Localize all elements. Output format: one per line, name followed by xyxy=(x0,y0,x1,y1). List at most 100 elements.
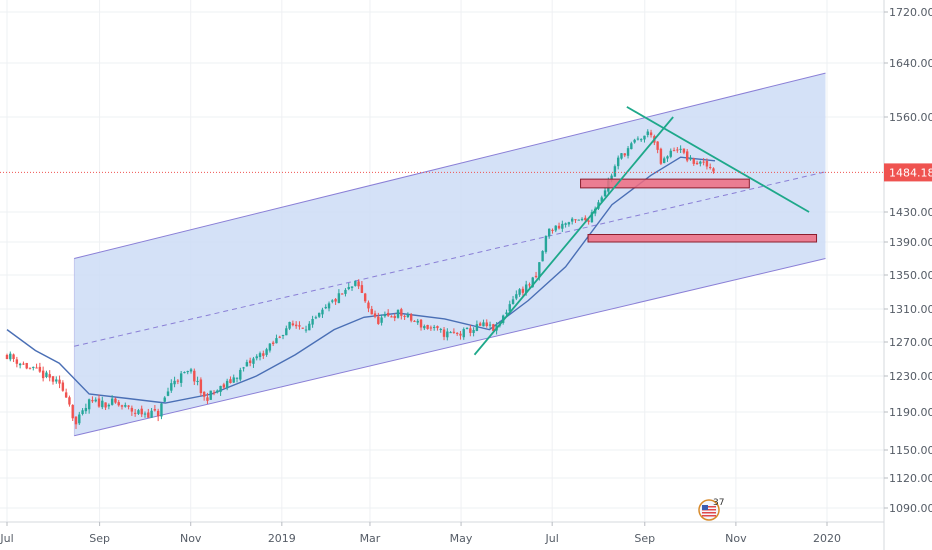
x-tick-label: Sep xyxy=(89,532,110,545)
candle-body xyxy=(469,328,472,333)
candle-body xyxy=(350,286,354,288)
candle-body xyxy=(153,409,157,411)
candle-body xyxy=(511,299,515,304)
candle-body xyxy=(452,331,456,333)
baseline-line xyxy=(6,156,716,404)
candle-body xyxy=(285,328,288,336)
candle-body xyxy=(567,222,571,225)
candle-body xyxy=(676,149,679,151)
candle-body xyxy=(584,217,587,221)
drawings[interactable] xyxy=(0,106,884,356)
candle-body xyxy=(406,314,410,318)
candle-body xyxy=(91,400,94,402)
candle-body xyxy=(587,220,590,222)
candle-body xyxy=(45,372,48,378)
trend-line-resistance[interactable] xyxy=(626,106,810,213)
candle-body xyxy=(163,397,166,402)
candle-body xyxy=(74,416,78,425)
candle-body xyxy=(705,161,709,167)
trend-line-support[interactable] xyxy=(473,116,674,356)
candle-body xyxy=(508,304,511,312)
candle-body xyxy=(528,284,531,286)
candle-body xyxy=(400,309,403,316)
candle-body xyxy=(436,326,439,329)
candle-body xyxy=(216,390,219,393)
candle-body xyxy=(133,412,137,414)
candle-body xyxy=(633,139,636,143)
flag-stripe xyxy=(702,515,716,517)
candle-body xyxy=(301,327,304,329)
candle-body xyxy=(482,322,485,327)
candle-body xyxy=(557,225,561,229)
candle-body xyxy=(639,139,643,141)
channel-upper-line[interactable] xyxy=(74,72,826,259)
candle-body xyxy=(176,380,180,382)
candle-body xyxy=(403,315,406,317)
candle-body xyxy=(25,362,28,369)
candle-body xyxy=(193,370,196,382)
candle-body xyxy=(64,392,68,398)
flag-stripe xyxy=(702,506,716,508)
candle-body xyxy=(419,319,423,328)
candle-body xyxy=(669,150,672,157)
candle-body xyxy=(646,131,649,135)
candle-body xyxy=(229,379,232,384)
channel-mid-line[interactable] xyxy=(74,171,826,347)
candle-body xyxy=(117,402,120,406)
candle-body xyxy=(439,328,442,330)
candle-body xyxy=(472,329,475,333)
candle-body xyxy=(600,197,603,202)
candle-body xyxy=(357,281,360,287)
candle-body xyxy=(219,385,222,392)
candle-body xyxy=(104,402,107,408)
candle-body xyxy=(656,141,659,150)
candle-body xyxy=(71,404,74,419)
candle-body xyxy=(531,277,534,287)
candle-body xyxy=(84,407,88,412)
candle-body xyxy=(386,312,390,316)
flag-stripe xyxy=(702,509,716,511)
candle-body xyxy=(465,327,469,329)
candle-body xyxy=(340,293,344,295)
candle-body xyxy=(685,151,689,161)
y-tick-label: 1090.00 xyxy=(889,502,932,515)
candle-body xyxy=(570,218,574,222)
candle-body xyxy=(672,150,676,152)
channel-lower-line[interactable] xyxy=(74,258,826,437)
candle-body xyxy=(55,379,58,382)
candle-body xyxy=(252,358,255,364)
candle-body xyxy=(317,312,321,317)
candle-body xyxy=(344,289,347,294)
candle-body xyxy=(360,285,364,293)
candle-body xyxy=(150,410,153,418)
candle-body xyxy=(22,363,25,365)
lower-zone[interactable] xyxy=(587,234,818,243)
events-badge[interactable]: 37 xyxy=(698,498,724,521)
candle-body xyxy=(380,317,383,323)
candle-body xyxy=(429,327,433,329)
candle-body xyxy=(620,153,623,159)
candle-body xyxy=(383,314,387,317)
candle-body xyxy=(455,332,459,334)
flag-canton xyxy=(702,505,708,510)
candle-body xyxy=(308,323,311,331)
candle-body xyxy=(538,262,541,278)
candle-body xyxy=(413,320,416,322)
candle-body xyxy=(636,138,640,140)
candle-body xyxy=(137,410,140,414)
candle-body xyxy=(432,326,436,328)
candle-body xyxy=(354,280,357,286)
last-price-label: 1484.18 xyxy=(889,166,932,179)
candle-body xyxy=(459,333,462,336)
candle-body xyxy=(94,399,97,402)
candle-body xyxy=(603,190,607,197)
upper-zone[interactable] xyxy=(580,178,750,189)
candle-body xyxy=(242,367,245,369)
candle-body xyxy=(68,397,71,405)
candle-body xyxy=(97,398,101,407)
regression-channel[interactable] xyxy=(73,72,826,437)
candle-body xyxy=(189,369,193,372)
candle-body xyxy=(275,338,278,344)
